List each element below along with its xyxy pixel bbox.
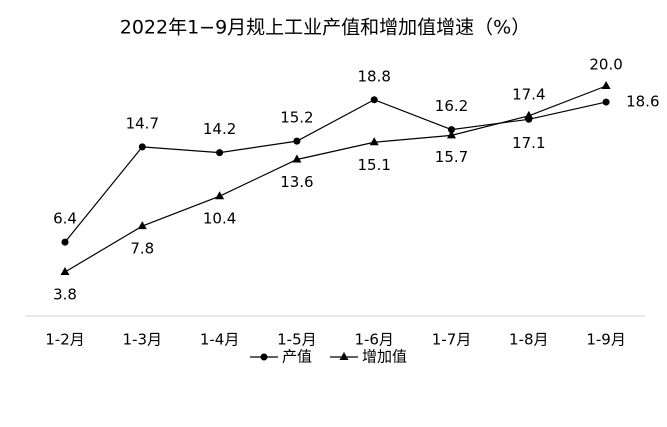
point xyxy=(292,154,302,163)
data-label: 20.0 xyxy=(589,56,622,74)
data-label: 17.1 xyxy=(512,134,545,152)
data-label: 3.8 xyxy=(53,286,77,304)
data-label: 6.4 xyxy=(53,210,77,228)
data-label: 10.4 xyxy=(203,210,236,228)
x-tick-label: 1-7月 xyxy=(432,331,472,349)
series-line xyxy=(64,99,607,243)
x-tick-label: 1-6月 xyxy=(354,331,394,349)
data-label: 18.8 xyxy=(357,67,390,85)
point xyxy=(370,96,378,104)
point xyxy=(293,137,301,145)
point xyxy=(216,149,224,157)
data-label: 14.7 xyxy=(126,114,159,132)
x-tick-label: 1-5月 xyxy=(277,331,317,349)
x-tick-label: 1-4月 xyxy=(200,331,240,349)
point xyxy=(215,191,225,200)
point xyxy=(601,81,611,89)
x-tick-label: 1-8月 xyxy=(509,331,549,349)
point xyxy=(138,143,146,151)
data-label: 13.6 xyxy=(280,173,313,191)
point xyxy=(448,126,455,134)
data-label: 14.2 xyxy=(203,120,236,138)
series-line xyxy=(64,85,607,273)
data-label: 15.1 xyxy=(357,156,390,174)
point xyxy=(260,353,268,361)
point xyxy=(339,352,349,360)
data-label: 18.6 xyxy=(626,93,659,111)
point xyxy=(61,238,69,246)
legend-label: 增加值 xyxy=(362,348,407,366)
point xyxy=(524,110,534,119)
x-tick-label: 1-9月 xyxy=(586,331,626,349)
point xyxy=(60,267,70,275)
data-label: 16.2 xyxy=(435,97,468,115)
point xyxy=(137,221,147,230)
x-tick-label: 1-3月 xyxy=(123,331,163,349)
chart-title: 2022年1−9月规上工业产值和增加值增速（%） xyxy=(120,17,531,39)
legend-label: 产值 xyxy=(282,348,312,366)
data-label: 15.7 xyxy=(435,148,468,166)
point xyxy=(369,137,379,146)
x-tick-label: 1-2月 xyxy=(45,331,85,349)
data-label: 7.8 xyxy=(130,240,154,258)
point xyxy=(602,98,610,106)
point xyxy=(447,130,456,139)
data-label: 17.4 xyxy=(512,85,545,103)
data-label: 15.2 xyxy=(280,109,313,127)
